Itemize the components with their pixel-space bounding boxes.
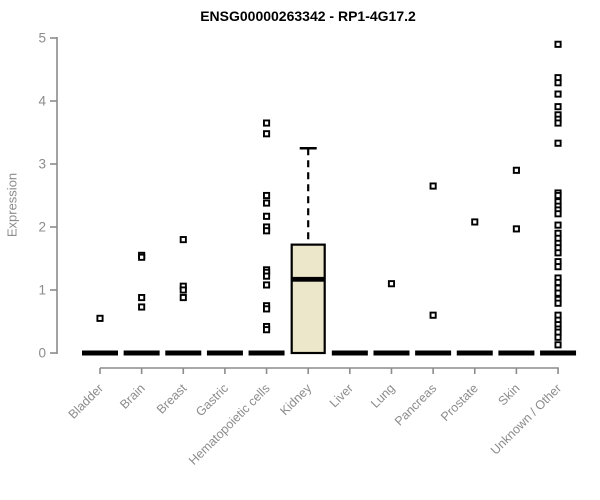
data-point — [512, 225, 520, 233]
series-unknown-other — [540, 40, 577, 356]
series-lung — [373, 280, 410, 356]
data-point — [554, 210, 562, 218]
zero-median-bar — [206, 350, 243, 356]
data-point — [263, 130, 271, 138]
x-tick-label: Breast — [154, 381, 190, 417]
series-kidney — [290, 147, 326, 355]
zero-median-bar — [456, 350, 493, 356]
x-tick-label: Hematopoietic cells — [186, 381, 273, 468]
zero-median-bar — [498, 350, 535, 356]
data-point — [263, 326, 271, 334]
data-point — [263, 119, 271, 127]
data-point — [263, 191, 271, 200]
y-tick-label: 2 — [38, 220, 46, 235]
data-point — [263, 272, 271, 280]
data-point — [429, 311, 437, 319]
data-point — [263, 281, 271, 289]
zero-median-bar — [82, 350, 118, 356]
data-point — [554, 103, 562, 111]
data-point — [138, 294, 146, 302]
data-point — [554, 341, 562, 349]
data-point — [179, 236, 187, 244]
data-point — [179, 286, 187, 294]
y-tick-label: 1 — [38, 283, 46, 298]
zero-median-bar — [165, 350, 202, 356]
series-prostate — [456, 218, 493, 356]
data-point — [554, 139, 562, 147]
series-pancreas — [415, 182, 452, 356]
data-point — [554, 221, 562, 229]
zero-median-bar — [123, 350, 160, 356]
series-hematopoietic-cells — [248, 119, 285, 356]
data-point — [554, 90, 562, 98]
x-tick-label: Brain — [117, 381, 148, 412]
series-gastric — [206, 350, 243, 356]
data-point — [554, 40, 562, 48]
data-point — [554, 289, 562, 297]
data-point — [554, 119, 562, 127]
data-point — [179, 294, 187, 302]
zero-median-bar — [415, 350, 452, 356]
x-tick-label: Bladder — [66, 381, 106, 421]
chart-title: ENSG00000263342 - RP1-4G17.2 — [200, 8, 416, 24]
series-brain — [123, 251, 160, 356]
data-point — [387, 280, 396, 288]
data-point — [96, 314, 104, 322]
x-tick-label: Kidney — [277, 381, 314, 418]
y-axis: 0 1 2 3 4 5 — [38, 31, 58, 361]
box — [290, 243, 326, 355]
zero-median-bar — [373, 350, 410, 356]
x-tick-label: Gastric — [193, 381, 231, 419]
y-tick-label: 4 — [38, 94, 46, 109]
x-tick-label: Skin — [495, 381, 522, 408]
zero-median-bar — [248, 350, 285, 356]
zero-median-bar — [331, 350, 368, 356]
data-point — [554, 263, 562, 271]
data-point — [429, 182, 437, 190]
x-tick-label: Liver — [327, 381, 356, 410]
data-point — [138, 303, 146, 311]
data-point — [263, 305, 271, 313]
x-tick-label: Unknown / Other — [488, 381, 564, 457]
series-bladder — [82, 314, 118, 356]
y-tick-label: 3 — [38, 157, 46, 172]
median-line — [291, 276, 325, 282]
data-point — [554, 333, 562, 341]
series-skin — [498, 166, 535, 356]
data-point — [554, 191, 562, 200]
data-point — [263, 199, 271, 207]
x-tick-label: Pancreas — [392, 381, 439, 428]
series-liver — [331, 350, 368, 356]
data-point — [263, 212, 271, 220]
data-point — [263, 227, 271, 235]
data-point — [138, 253, 146, 261]
y-tick-label: 5 — [38, 31, 46, 46]
x-tick-label: Lung — [368, 381, 398, 411]
data-point — [554, 299, 562, 307]
data-point — [554, 249, 562, 257]
y-tick-label: 0 — [38, 346, 46, 361]
data-point — [554, 79, 562, 87]
series-breast — [165, 236, 202, 356]
data-point — [471, 218, 479, 226]
data-point — [554, 278, 562, 286]
data-point — [512, 166, 520, 174]
zero-median-bar — [540, 350, 577, 356]
x-tick-label: Prostate — [438, 381, 481, 424]
